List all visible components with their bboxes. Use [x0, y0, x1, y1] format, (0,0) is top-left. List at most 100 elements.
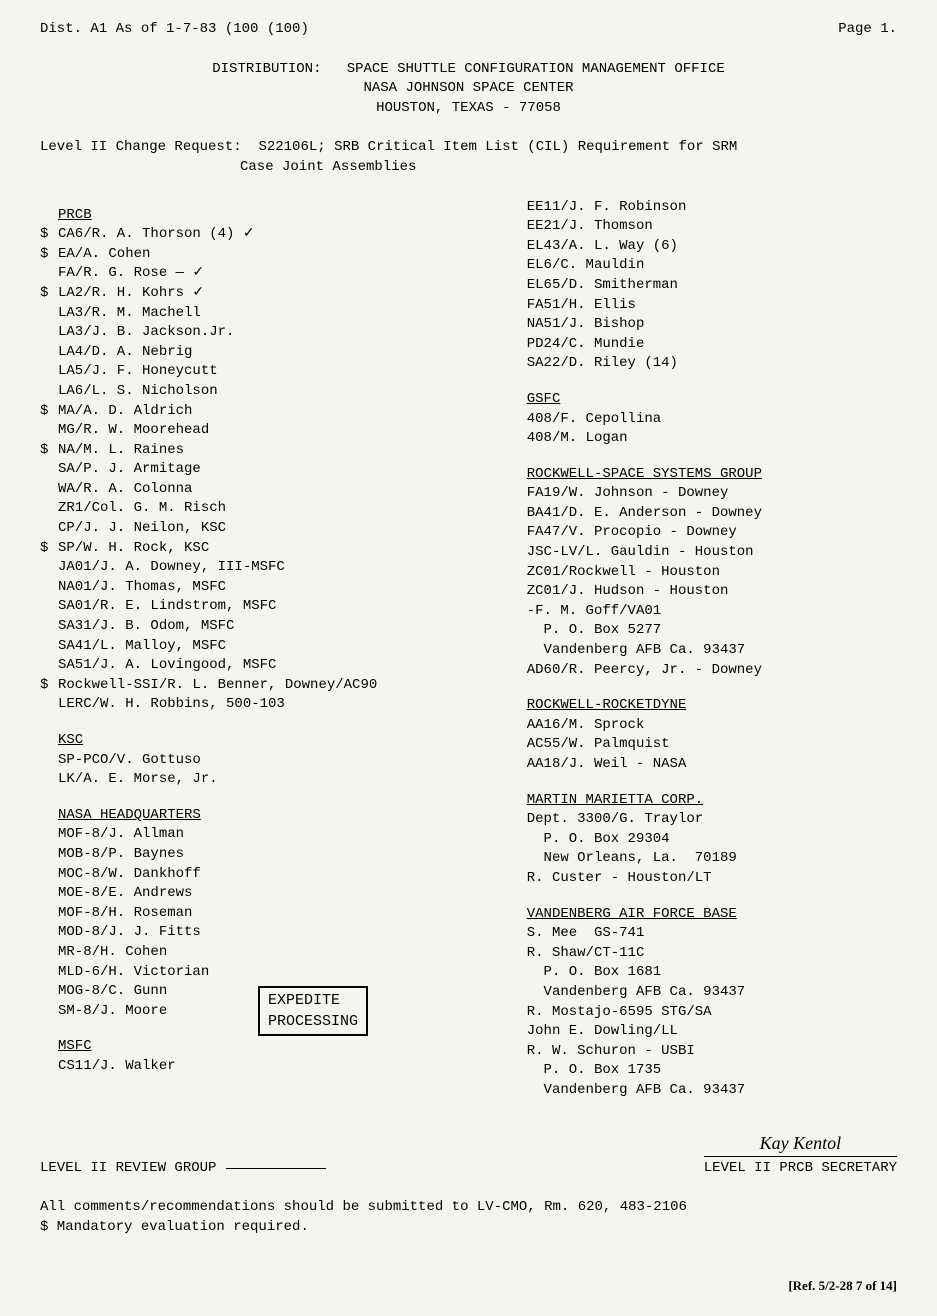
- dollar-marker: $: [40, 441, 58, 461]
- list-item: FA51/H. Ellis: [527, 296, 897, 316]
- list-item: MOF-8/J. Allman: [58, 825, 487, 845]
- list-item: R. W. Schuron - USBI: [527, 1042, 897, 1062]
- list-item: R. Shaw/CT-11C: [527, 944, 897, 964]
- prcb-header: PRCB: [58, 206, 487, 226]
- expedite-box: EXPEDITEPROCESSING: [258, 986, 368, 1036]
- list-item: LA6/L. S. Nicholson: [58, 382, 487, 402]
- vafb-list: S. Mee GS-741R. Shaw/CT-11C P. O. Box 16…: [527, 924, 897, 1100]
- list-item: SA/P. J. Armitage: [58, 460, 487, 480]
- list-item: P. O. Box 1735: [527, 1061, 897, 1081]
- list-item: P. O. Box 29304: [527, 830, 897, 850]
- distribution-label: DISTRIBUTION:: [212, 61, 321, 77]
- rockwell-ssg-header: ROCKWELL-SPACE SYSTEMS GROUP: [527, 465, 897, 485]
- comments-line: All comments/recommendations should be s…: [40, 1198, 897, 1218]
- signature-underline-left: [226, 1168, 326, 1169]
- list-item: Vandenberg AFB Ca. 93437: [527, 983, 897, 1003]
- mandatory-line: $ Mandatory evaluation required.: [40, 1218, 897, 1238]
- list-item: LA3/J. B. Jackson.Jr.: [58, 323, 487, 343]
- list-item: SA31/J. B. Odom, MSFC: [58, 617, 487, 637]
- list-item: MG/R. W. Moorehead: [58, 421, 487, 441]
- dollar-marker: $: [40, 402, 58, 422]
- list-item: SP-PCO/V. Gottuso: [58, 751, 487, 771]
- rocketdyne-header: ROCKWELL-ROCKETDYNE: [527, 696, 897, 716]
- prcb-list: $CA6/R. A. Thorson (4) ✓$EA/A. CohenFA/R…: [58, 225, 487, 715]
- list-item: EL6/C. Mauldin: [527, 256, 897, 276]
- list-item: $SP/W. H. Rock, KSC: [58, 539, 487, 559]
- header-line: Dist. A1 As of 1-7-83 (100 (100) Page 1.: [40, 20, 897, 40]
- signature-line: LEVEL II REVIEW GROUP Kay Kentol LEVEL I…: [40, 1131, 897, 1179]
- ref-footer: [Ref. 5/2-28 7 of 14]: [40, 1277, 897, 1295]
- list-item: MR-8/H. Cohen: [58, 943, 487, 963]
- list-item: New Orleans, La. 70189: [527, 849, 897, 869]
- list-item: R. Mostajo-6595 STG/SA: [527, 1003, 897, 1023]
- list-item: Dept. 3300/G. Traylor: [527, 810, 897, 830]
- ksc-header: KSC: [58, 731, 487, 751]
- dollar-marker: $: [40, 225, 58, 245]
- list-item: P. O. Box 1681: [527, 963, 897, 983]
- list-item: MOD-8/J. J. Fitts: [58, 923, 487, 943]
- rockwell-ssg-list: FA19/W. Johnson - DowneyBA41/D. E. Ander…: [527, 484, 897, 680]
- list-item: MOB-8/P. Baynes: [58, 845, 487, 865]
- list-item: ZC01/Rockwell - Houston: [527, 563, 897, 583]
- list-item: ZC01/J. Hudson - Houston: [527, 582, 897, 602]
- change-request-label: Level II Change Request:: [40, 139, 242, 155]
- footer-section: LEVEL II REVIEW GROUP Kay Kentol LEVEL I…: [40, 1131, 897, 1238]
- list-item: EE11/J. F. Robinson: [527, 198, 897, 218]
- list-item: $EA/A. Cohen: [58, 245, 487, 265]
- list-item: $Rockwell-SSI/R. L. Benner, Downey/AC90: [58, 676, 487, 696]
- list-item: SA41/L. Malloy, MSFC: [58, 637, 487, 657]
- rocketdyne-list: AA16/M. SprockAC55/W. PalmquistAA18/J. W…: [527, 716, 897, 775]
- right-top-list: EE11/J. F. RobinsonEE21/J. ThomsonEL43/A…: [527, 198, 897, 374]
- review-group-label: LEVEL II REVIEW GROUP: [40, 1159, 326, 1179]
- list-item: R. Custer - Houston/LT: [527, 869, 897, 889]
- change-request-text1: S22106L; SRB Critical Item List (CIL) Re…: [258, 139, 737, 155]
- list-item: LA3/R. M. Machell: [58, 304, 487, 324]
- list-item: FA19/W. Johnson - Downey: [527, 484, 897, 504]
- list-item: $MA/A. D. Aldrich: [58, 402, 487, 422]
- vafb-header: VANDENBERG AIR FORCE BASE: [527, 905, 897, 925]
- secretary-signature: Kay Kentol LEVEL II PRCB SECRETARY: [704, 1131, 897, 1179]
- list-item: John E. Dowling/LL: [527, 1022, 897, 1042]
- list-item: P. O. Box 5277: [527, 621, 897, 641]
- dollar-marker: $: [40, 676, 58, 696]
- list-item: AC55/W. Palmquist: [527, 735, 897, 755]
- columns-container: PRCB $CA6/R. A. Thorson (4) ✓$EA/A. Cohe…: [40, 198, 897, 1101]
- list-item: MOE-8/E. Andrews: [58, 884, 487, 904]
- list-item: LA4/D. A. Nebrig: [58, 343, 487, 363]
- list-item: PD24/C. Mundie: [527, 335, 897, 355]
- list-item: -F. M. Goff/VA01: [527, 602, 897, 622]
- dollar-marker: $: [40, 245, 58, 265]
- list-item: AA18/J. Weil - NASA: [527, 755, 897, 775]
- list-item: FA47/V. Procopio - Downey: [527, 523, 897, 543]
- list-item: NA01/J. Thomas, MSFC: [58, 578, 487, 598]
- list-item: EE21/J. Thomson: [527, 217, 897, 237]
- dist-info: Dist. A1 As of 1-7-83 (100 (100): [40, 20, 309, 40]
- list-item: LERC/W. H. Robbins, 500-103: [58, 695, 487, 715]
- list-item: SA01/R. E. Lindstrom, MSFC: [58, 597, 487, 617]
- list-item: CP/J. J. Neilon, KSC: [58, 519, 487, 539]
- list-item: LK/A. E. Morse, Jr.: [58, 770, 487, 790]
- list-item: MOF-8/H. Roseman: [58, 904, 487, 924]
- distribution-line2: NASA JOHNSON SPACE CENTER: [40, 79, 897, 99]
- distribution-header: DISTRIBUTION: SPACE SHUTTLE CONFIGURATIO…: [40, 60, 897, 119]
- list-item: Vandenberg AFB Ca. 93437: [527, 641, 897, 661]
- distribution-line1: SPACE SHUTTLE CONFIGURATION MANAGEMENT O…: [347, 61, 725, 77]
- change-request-text2: Case Joint Assemblies: [40, 158, 897, 178]
- nasa-hq-header: NASA HEADQUARTERS: [58, 806, 487, 826]
- msfc-header: MSFC: [58, 1037, 487, 1057]
- list-item: EL43/A. L. Way (6): [527, 237, 897, 257]
- distribution-line3: HOUSTON, TEXAS - 77058: [40, 99, 897, 119]
- martin-list: Dept. 3300/G. Traylor P. O. Box 29304 Ne…: [527, 810, 897, 888]
- list-item: $LA2/R. H. Kohrs ✓: [58, 284, 487, 304]
- list-item: MOC-8/W. Dankhoff: [58, 865, 487, 885]
- list-item: LA5/J. F. Honeycutt: [58, 362, 487, 382]
- list-item: CS11/J. Walker: [58, 1057, 487, 1077]
- gsfc-list: 408/F. Cepollina408/M. Logan: [527, 410, 897, 449]
- list-item: JA01/J. A. Downey, III-MSFC: [58, 558, 487, 578]
- list-item: $CA6/R. A. Thorson (4) ✓: [58, 225, 487, 245]
- list-item: ZR1/Col. G. M. Risch: [58, 499, 487, 519]
- msfc-list: CS11/J. Walker: [58, 1057, 487, 1077]
- list-item: AD60/R. Peercy, Jr. - Downey: [527, 661, 897, 681]
- ksc-list: SP-PCO/V. GottusoLK/A. E. Morse, Jr.: [58, 751, 487, 790]
- list-item: FA/R. G. Rose — ✓: [58, 264, 487, 284]
